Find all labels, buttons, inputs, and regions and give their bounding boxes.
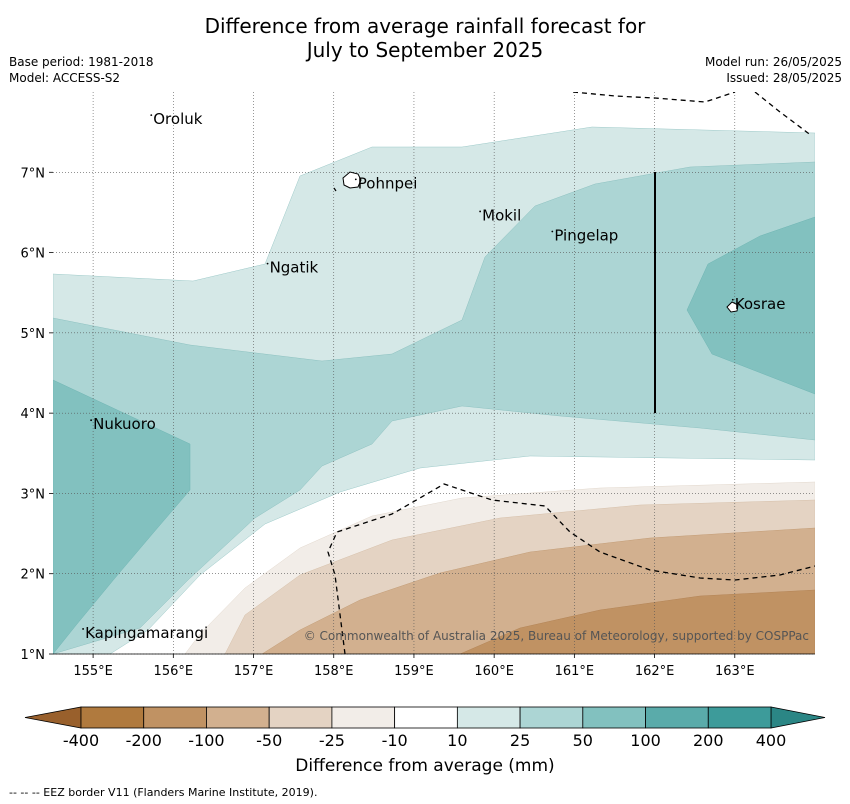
place-marker — [90, 419, 93, 422]
colorbar: -400 -200 -100 -50 -25 -10 10 25 50 100 200 400 — [24, 706, 826, 750]
contour-25-50 — [53, 161, 815, 654]
lat-tick-label: 6°N — [21, 247, 46, 262]
colorbar-tick-label: -50 — [256, 731, 282, 750]
colorbar-segment — [645, 706, 709, 729]
issued-date: Issued: 28/05/2025 — [726, 71, 842, 85]
place-label-kosrae: Kosrae — [735, 295, 786, 313]
kosrae-island — [726, 301, 739, 313]
colorbar-tick-label: -25 — [319, 731, 345, 750]
longitude-ticks: 155°E 156°E 157°E 158°E 159°E 160°E 161°E 162°E… — [73, 654, 755, 679]
colorbar-tick-label: 10 — [447, 731, 467, 750]
place-marker — [354, 178, 357, 181]
model-run: Model run: 26/05/2025 — [704, 55, 842, 69]
place-marker — [150, 114, 153, 117]
lat-tick-label: 4°N — [21, 407, 46, 422]
colorbar-tick-label: -200 — [126, 731, 162, 750]
lon-tick-label: 161°E — [555, 664, 595, 679]
lon-tick-label: 159°E — [394, 664, 434, 679]
latitude-ticks: 1°N 2°N 3°N 4°N 5°N 6°N 7°N — [21, 166, 53, 663]
place-label-kapingamarangi: Kapingamarangi — [85, 624, 208, 642]
title-line-1: Difference from average rainfall forecas… — [204, 14, 646, 38]
place-marker — [82, 628, 84, 630]
colorbar-segment — [80, 706, 145, 729]
title-line-2: July to September 2025 — [306, 38, 544, 62]
colorbar-tick-label: 200 — [693, 731, 724, 750]
lon-tick-label: 156°E — [154, 664, 194, 679]
colorbar-tick-label: 100 — [630, 731, 661, 750]
lon-tick-label: 155°E — [73, 664, 113, 679]
colorbar-segment — [206, 706, 270, 729]
place-marker — [731, 298, 734, 301]
colorbar-tick-label: 50 — [573, 731, 593, 750]
contour-50-100-east — [686, 216, 815, 395]
lat-tick-label: 2°N — [21, 568, 46, 583]
place-marker — [551, 230, 554, 233]
colorbar-segment — [707, 706, 772, 729]
colorbar-tick-label: -10 — [382, 731, 408, 750]
colorbar-tick-label: -100 — [188, 731, 224, 750]
colorbar-segment — [519, 706, 584, 729]
pohnpei-islet — [333, 187, 337, 192]
place-label-pohnpei: Pohnpei — [358, 174, 418, 192]
place-label-pingelap: Pingelap — [554, 227, 618, 245]
lon-tick-label: 158°E — [314, 664, 354, 679]
model-name: Model: ACCESS-S2 — [9, 71, 121, 85]
place-marker — [266, 262, 269, 265]
colorbar-segment — [582, 706, 646, 729]
lon-tick-label: 163°E — [715, 664, 755, 679]
place-label-mokil: Mokil — [482, 206, 521, 224]
contour-minus100-minus200 — [459, 589, 815, 654]
colorbar-tick-label: 25 — [510, 731, 530, 750]
place-labels: Oroluk Pohnpei Mokil Pingelap Ngatik Kosrae Nu… — [82, 110, 785, 642]
place-marker — [479, 210, 482, 213]
lat-tick-label: 3°N — [21, 487, 46, 502]
pohnpei-island — [342, 171, 362, 189]
eez-footnote: -- -- -- EEZ border V11 (Flanders Marine… — [9, 786, 318, 799]
colorbar-under-triangle — [24, 706, 82, 729]
colorbar-tick-label: 400 — [756, 731, 787, 750]
copyright-notice: © Commonwealth of Australia 2025, Bureau… — [304, 629, 809, 643]
colorbar-segment — [394, 706, 458, 729]
colorbar-segment — [456, 706, 521, 729]
map-title: Difference from average rainfall forecas… — [0, 14, 850, 62]
colorbar-segment — [331, 706, 396, 729]
colorbar-tick-label: -400 — [63, 731, 99, 750]
lat-tick-label: 7°N — [21, 166, 46, 181]
colorbar-title: Difference from average (mm) — [295, 756, 555, 776]
colorbar-segment — [143, 706, 207, 729]
base-period-info: Base period: 1981-2018 Model: ACCESS-S2 — [9, 54, 154, 86]
lon-tick-label: 162°E — [635, 664, 675, 679]
lon-tick-label: 157°E — [234, 664, 274, 679]
contour-fields — [53, 126, 815, 654]
lat-tick-label: 5°N — [21, 327, 46, 342]
model-run-info: Model run: 26/05/2025 Issued: 28/05/2025 — [705, 54, 842, 86]
place-label-oroluk: Oroluk — [153, 110, 202, 128]
graticule — [53, 92, 815, 655]
place-label-nukuoro: Nukuoro — [93, 415, 156, 433]
lon-tick-label: 160°E — [474, 664, 514, 679]
eez-border — [327, 92, 815, 654]
lat-tick-label: 1°N — [21, 648, 46, 663]
contour-50-100-west — [53, 379, 191, 654]
base-period: Base period: 1981-2018 — [9, 55, 154, 69]
place-label-ngatik: Ngatik — [270, 259, 319, 277]
colorbar-segment — [268, 706, 333, 729]
colorbar-over-triangle — [770, 706, 826, 729]
